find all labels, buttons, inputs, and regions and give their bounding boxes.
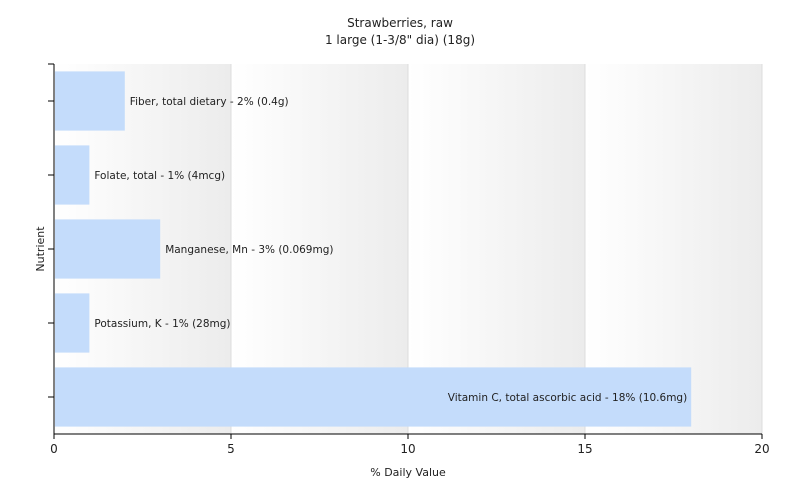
x-tick-label: 5 [227, 442, 235, 456]
bar [55, 145, 90, 205]
bar [55, 71, 125, 131]
bar [55, 219, 161, 279]
x-tick-label: 10 [400, 442, 415, 456]
x-tick-label: 15 [577, 442, 592, 456]
x-tick-label: 0 [50, 442, 58, 456]
y-axis-label: Nutrient [34, 226, 47, 272]
chart-subtitle: 1 large (1-3/8" dia) (18g) [325, 33, 475, 47]
bar-data-label: Manganese, Mn - 3% (0.069mg) [165, 244, 333, 256]
bar-data-label: Potassium, K - 1% (28mg) [94, 318, 230, 330]
bar [55, 367, 692, 427]
bar [55, 293, 90, 353]
bar-data-label: Vitamin C, total ascorbic acid - 18% (10… [448, 392, 687, 404]
x-tick-label: 20 [754, 442, 769, 456]
chart-title: Strawberries, raw [347, 16, 453, 30]
bar-data-label: Fiber, total dietary - 2% (0.4g) [130, 96, 289, 108]
x-axis-label: % Daily Value [370, 466, 446, 479]
bar-data-label: Folate, total - 1% (4mcg) [94, 170, 225, 182]
